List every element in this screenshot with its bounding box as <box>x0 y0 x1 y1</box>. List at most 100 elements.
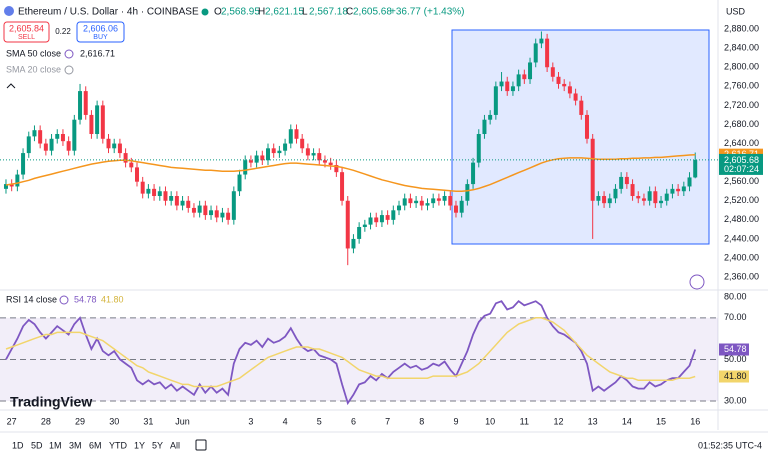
candle-body <box>322 160 327 163</box>
candle-body <box>49 138 54 151</box>
y-tick-label: 2,720.00 <box>724 100 759 110</box>
candle-body <box>590 138 595 201</box>
candle-body <box>641 198 646 201</box>
x-tick-label: 30 <box>109 416 119 426</box>
candle-body <box>613 188 618 199</box>
calendar-icon[interactable] <box>195 439 207 451</box>
candle-body <box>397 205 402 211</box>
candle-body <box>140 181 145 194</box>
period-button[interactable]: 1Y <box>134 440 145 450</box>
legend-icon[interactable] <box>64 49 74 59</box>
sell-button[interactable] <box>3 21 50 43</box>
period-button[interactable]: 3M <box>69 440 82 450</box>
rsi-tick-label: 50.00 <box>724 354 747 364</box>
candle-body <box>311 153 316 156</box>
legend-icon[interactable] <box>59 295 69 305</box>
y-tick-label: 2,400.00 <box>724 252 759 262</box>
candle-body <box>146 188 151 194</box>
sma-legend-value: 2,616.71 <box>80 48 115 58</box>
candle-body <box>476 134 481 163</box>
rsi-badge <box>719 370 749 383</box>
candle-body <box>83 91 88 115</box>
plot-layer <box>0 31 718 406</box>
rsi-badge-label: 41.80 <box>724 371 747 381</box>
rsi-ma-legend-value: 41.80 <box>101 294 124 304</box>
candle-body <box>163 191 168 201</box>
x-tick-label: 31 <box>143 416 153 426</box>
spread: 0.22 <box>55 27 71 36</box>
candle-body <box>237 174 242 192</box>
candle-body <box>38 130 43 144</box>
period-button[interactable]: 1M <box>49 440 62 450</box>
y-tick-label: 2,520.00 <box>724 195 759 205</box>
x-tick-label: 9 <box>453 416 458 426</box>
sell-label[interactable]: SELL <box>18 34 35 41</box>
period-button[interactable]: All <box>170 440 180 450</box>
symbol-icon <box>4 6 14 16</box>
rsi-badge-label: 54.78 <box>724 344 747 354</box>
candle-body <box>334 165 339 173</box>
buy-button[interactable] <box>76 21 125 43</box>
candle-body <box>203 205 208 216</box>
replay-icon[interactable] <box>689 274 705 290</box>
candle-body <box>226 212 231 220</box>
candle-body <box>573 93 578 101</box>
candle-body <box>607 198 612 204</box>
period-button[interactable]: 5D <box>31 440 43 450</box>
sma-legend[interactable]: SMA 50 close <box>6 48 61 58</box>
logo[interactable]: TradingView <box>10 394 92 410</box>
candle-body <box>419 200 424 206</box>
y-tick-label: 2,760.00 <box>724 81 759 91</box>
candle-body <box>664 193 669 201</box>
buy-label[interactable]: BUY <box>93 34 108 41</box>
change: +36.77 (+1.43%) <box>390 7 465 18</box>
indicator-line <box>5 299 697 406</box>
y-tick-label: 2,680.00 <box>724 119 759 129</box>
collapse-arrow[interactable] <box>6 83 16 89</box>
period-button[interactable]: 1D <box>12 440 24 450</box>
candle-body <box>687 177 692 187</box>
buy-price[interactable]: 2,606.06 <box>83 23 118 33</box>
candle-body <box>300 138 305 149</box>
rsi-legend[interactable]: RSI 14 close <box>6 294 57 304</box>
period-button[interactable]: 6M <box>89 440 102 450</box>
candle-body <box>55 134 60 139</box>
candle-body <box>522 74 527 80</box>
candle-body <box>431 198 436 204</box>
candle-body <box>294 129 299 139</box>
candle-body <box>391 210 396 220</box>
sell-price[interactable]: 2,605.84 <box>9 23 44 33</box>
rsi-tick-label: 30.00 <box>724 395 747 405</box>
candle-body <box>516 74 521 87</box>
countdown: 02:07:24 <box>724 164 759 174</box>
candle-body <box>471 162 476 185</box>
x-tick-label: 7 <box>385 416 390 426</box>
candle-body <box>550 67 555 77</box>
drawn-rectangle[interactable] <box>451 29 710 245</box>
currency[interactable]: USD <box>726 6 746 16</box>
period-button[interactable]: YTD <box>109 440 128 450</box>
candle-body <box>271 148 276 154</box>
candle-body <box>21 153 26 175</box>
price-badge-label: 2,605.68 <box>724 155 759 165</box>
ohlc-readout: O 2,568.95H 2,621.15L 2,567.18C 2,605.68 <box>214 7 392 18</box>
candle-body <box>186 200 191 208</box>
rsi-badge <box>719 343 749 356</box>
candle-body <box>459 200 464 213</box>
candle-body <box>351 238 356 249</box>
period-button[interactable]: 5Y <box>152 440 163 450</box>
candle-body <box>362 224 367 228</box>
ohlc-key: O <box>214 7 222 18</box>
candle-body <box>95 105 100 135</box>
ohlc-value: 2,621.15 <box>265 7 304 18</box>
candle-body <box>266 148 271 161</box>
candle-body <box>340 172 345 201</box>
x-tick-label: 28 <box>41 416 51 426</box>
x-tick-label: 8 <box>419 416 424 426</box>
x-tick-label: 16 <box>690 416 700 426</box>
legend-icon[interactable] <box>64 65 74 75</box>
candle-body <box>231 191 236 220</box>
candle-body <box>624 176 629 185</box>
sma-legend-hidden[interactable]: SMA 20 close <box>6 64 61 74</box>
